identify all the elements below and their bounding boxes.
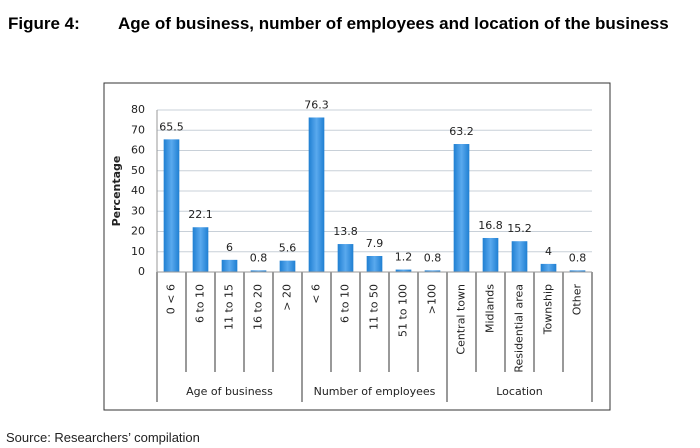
chart: Percentage 0 10 20 30 40 50 60 70 80 65.5 0 < 6 22.… xyxy=(103,82,611,411)
chart-frame xyxy=(103,82,611,411)
bar xyxy=(482,237,499,272)
group-label: Age of business xyxy=(186,385,273,398)
bar xyxy=(395,269,412,272)
value-label: 13.8 xyxy=(333,225,358,238)
y-tick-label: 80 xyxy=(131,103,145,116)
bar xyxy=(192,227,209,272)
y-tick-label: 30 xyxy=(131,204,145,217)
group-label: Location xyxy=(496,385,543,398)
value-label: 0.8 xyxy=(569,251,587,264)
bar xyxy=(569,270,586,272)
y-tick-label: 0 xyxy=(138,265,145,278)
x-tick-label: >100 xyxy=(426,284,439,314)
bar xyxy=(221,259,238,272)
x-tick-label: Midlands xyxy=(484,284,497,333)
value-label: 1.2 xyxy=(395,251,413,264)
value-label: 7.9 xyxy=(366,237,384,250)
bar xyxy=(366,256,383,272)
value-label: 65.5 xyxy=(159,120,184,133)
x-tick-label: Central town xyxy=(455,284,468,355)
chart-title: Age of business, number of employees and… xyxy=(118,14,669,33)
value-label: 63.2 xyxy=(449,125,474,138)
x-tick-label: 11 to 50 xyxy=(368,284,381,330)
group-label: Number of employees xyxy=(314,385,436,398)
x-tick-label: 51 to 100 xyxy=(397,284,410,337)
bar xyxy=(540,263,557,272)
y-tick-label: 10 xyxy=(131,245,145,258)
bar xyxy=(511,241,528,272)
bar xyxy=(163,139,180,272)
x-tick-label: Residential area xyxy=(513,284,526,373)
bar xyxy=(453,144,470,272)
x-tick-label: Township xyxy=(542,284,555,335)
value-label: 22.1 xyxy=(188,208,213,221)
figure-label: Figure 4: xyxy=(8,14,80,33)
value-label: 76.3 xyxy=(304,98,329,111)
value-label: 16.8 xyxy=(478,219,503,232)
x-tick-label: Other xyxy=(571,284,584,316)
y-axis-label: Percentage xyxy=(110,156,123,227)
value-label: 0.8 xyxy=(424,251,442,264)
y-tick-label: 40 xyxy=(131,184,145,197)
y-tick-label: 60 xyxy=(131,144,145,157)
bar xyxy=(424,270,441,272)
x-tick-label: 6 to 10 xyxy=(339,284,352,323)
value-label: 6 xyxy=(226,241,233,254)
value-label: 5.6 xyxy=(279,242,297,255)
x-tick-label: 6 to 10 xyxy=(194,284,207,323)
y-tick-label: 20 xyxy=(131,225,145,238)
value-label: 15.2 xyxy=(507,222,532,235)
bar xyxy=(337,244,354,272)
x-tick-label: < 6 xyxy=(310,284,323,304)
x-tick-label: 16 to 20 xyxy=(252,284,265,330)
bar xyxy=(250,270,267,272)
bar xyxy=(308,117,325,273)
value-label: 4 xyxy=(545,245,552,258)
bar xyxy=(279,260,296,272)
source: Source: Researchers’ compilation xyxy=(6,430,200,445)
value-label: 0.8 xyxy=(250,251,268,264)
y-tick-label: 70 xyxy=(131,123,145,136)
x-tick-label: 0 < 6 xyxy=(165,284,178,314)
y-tick-label: 50 xyxy=(131,164,145,177)
x-tick-label: 11 to 15 xyxy=(223,284,236,330)
x-tick-label: > 20 xyxy=(281,284,294,311)
